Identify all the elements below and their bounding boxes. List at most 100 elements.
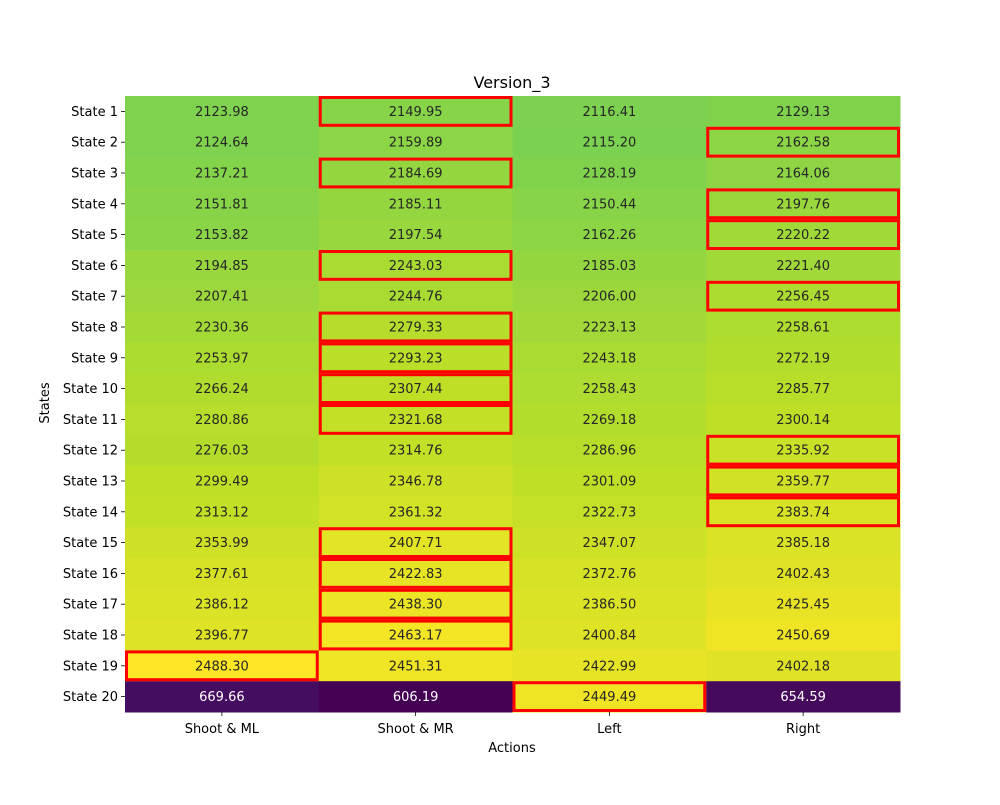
cell-value-label: 2286.96 bbox=[582, 444, 636, 459]
heatmap-cell bbox=[706, 96, 901, 128]
cell-value-label: 2300.14 bbox=[776, 413, 830, 428]
heatmap-cell bbox=[125, 681, 320, 713]
x-tick-label: Left bbox=[597, 722, 621, 737]
x-tick-label: Shoot & ML bbox=[185, 722, 260, 737]
heatmap-cell bbox=[706, 681, 901, 713]
cell-value-label: 2377.61 bbox=[195, 567, 249, 582]
cell-value-label: 2253.97 bbox=[195, 351, 249, 366]
cell-value-label: 2256.45 bbox=[776, 290, 830, 305]
y-tick-label: State 5 bbox=[71, 228, 118, 243]
cell-value-label: 2450.69 bbox=[776, 629, 830, 644]
heatmap-cell bbox=[706, 404, 901, 436]
heatmap-cell bbox=[318, 280, 513, 313]
heatmap-cell bbox=[125, 250, 320, 282]
heatmap-cell bbox=[706, 126, 901, 159]
max-value-highlight-box bbox=[318, 588, 513, 620]
heatmap-cell bbox=[125, 650, 320, 682]
cell-value-label: 2322.73 bbox=[582, 505, 636, 520]
heatmap-cell bbox=[512, 342, 707, 374]
cell-value-label: 2164.06 bbox=[776, 167, 830, 182]
max-value-highlight-box bbox=[318, 373, 513, 405]
heatmap-cell bbox=[512, 404, 707, 436]
cell-value-labels: 2123.98 2149.95 2116.41 2129.13 2124.64 2159.… bbox=[195, 105, 830, 705]
heatmap-cell bbox=[512, 311, 707, 343]
heatmap-cell bbox=[512, 250, 707, 282]
cell-value-label: 2346.78 bbox=[389, 475, 443, 490]
y-tick-label: State 19 bbox=[63, 659, 118, 674]
heatmap-cell bbox=[125, 96, 320, 128]
max-value-highlight-box bbox=[318, 157, 513, 189]
heatmap-cell bbox=[318, 157, 513, 189]
cell-value-label: 2116.41 bbox=[582, 105, 636, 120]
y-tick-label: State 9 bbox=[71, 351, 118, 366]
heatmap-cell bbox=[318, 527, 513, 559]
cell-value-label: 2124.64 bbox=[195, 136, 249, 151]
cell-value-label: 2285.77 bbox=[776, 382, 830, 397]
heatmap-cell bbox=[318, 588, 513, 621]
max-value-highlight-box bbox=[318, 250, 513, 281]
cell-value-label: 2194.85 bbox=[195, 259, 249, 274]
cell-value-label: 2221.40 bbox=[776, 259, 830, 274]
cell-value-label: 2407.71 bbox=[389, 536, 443, 551]
cell-value-label: 2266.24 bbox=[195, 382, 249, 397]
cell-value-label: 2258.43 bbox=[582, 382, 636, 397]
y-tick-label: State 13 bbox=[63, 475, 118, 490]
heatmap-cell bbox=[125, 465, 320, 497]
heatmap-cell bbox=[512, 650, 707, 682]
cell-value-label: 2243.03 bbox=[389, 259, 443, 274]
max-value-highlight-box bbox=[706, 434, 900, 466]
cell-value-label: 2386.50 bbox=[582, 598, 636, 613]
cell-value-label: 2197.76 bbox=[776, 197, 830, 212]
max-value-highlight-box bbox=[318, 96, 513, 127]
y-tick-label: State 12 bbox=[63, 444, 118, 459]
cell-value-label: 669.66 bbox=[199, 690, 245, 705]
heatmap-cell bbox=[125, 373, 320, 405]
cell-value-label: 2321.68 bbox=[389, 413, 443, 428]
heatmap-cell bbox=[512, 558, 707, 590]
cell-value-label: 2422.83 bbox=[389, 567, 443, 582]
y-tick-label: State 17 bbox=[63, 598, 118, 613]
cell-value-label: 654.59 bbox=[780, 690, 826, 705]
cell-value-label: 2353.99 bbox=[195, 536, 249, 551]
heatmap-cell bbox=[318, 650, 513, 682]
cell-value-label: 2184.69 bbox=[389, 167, 443, 182]
heatmap-cell bbox=[318, 558, 513, 590]
heatmap-cell bbox=[512, 588, 707, 621]
cell-value-label: 2151.81 bbox=[195, 197, 249, 212]
heatmap-cell bbox=[318, 126, 513, 159]
cell-value-label: 2159.89 bbox=[389, 136, 443, 151]
cell-value-label: 2396.77 bbox=[195, 629, 249, 644]
heatmap-cell bbox=[512, 496, 707, 528]
cell-value-label: 2269.18 bbox=[582, 413, 636, 428]
cell-value-label: 2385.18 bbox=[776, 536, 830, 551]
y-tick-label: State 15 bbox=[63, 536, 118, 551]
max-value-highlight-box bbox=[318, 404, 513, 435]
cell-value-label: 2451.31 bbox=[389, 659, 443, 674]
heatmap-cell bbox=[125, 434, 320, 467]
heatmap-cell bbox=[512, 126, 707, 159]
cell-value-label: 2276.03 bbox=[195, 444, 249, 459]
cell-value-label: 2129.13 bbox=[776, 105, 830, 120]
heatmap-cell bbox=[318, 311, 513, 343]
heatmap-cell bbox=[706, 465, 901, 497]
cell-value-label: 606.19 bbox=[393, 690, 439, 705]
heatmap-cell bbox=[706, 280, 901, 313]
cell-value-label: 2230.36 bbox=[195, 321, 249, 336]
heatmap-cell bbox=[125, 558, 320, 590]
cell-value-label: 2313.12 bbox=[195, 505, 249, 520]
heatmap-cell bbox=[318, 465, 513, 497]
heatmap-cell bbox=[706, 250, 901, 282]
cell-value-label: 2361.32 bbox=[389, 505, 443, 520]
heatmap-cell bbox=[512, 188, 707, 220]
max-value-highlight-box bbox=[512, 681, 707, 713]
heatmap-cell bbox=[318, 404, 513, 436]
heatmap-cell bbox=[706, 650, 901, 682]
max-value-highlight-box bbox=[706, 219, 900, 250]
cell-value-label: 2185.11 bbox=[389, 197, 443, 212]
heatmap-cell bbox=[706, 434, 901, 467]
heatmap-cell bbox=[318, 188, 513, 220]
heatmap-cell bbox=[706, 558, 901, 590]
heatmap-cell bbox=[125, 404, 320, 436]
heatmap-cell bbox=[125, 126, 320, 159]
